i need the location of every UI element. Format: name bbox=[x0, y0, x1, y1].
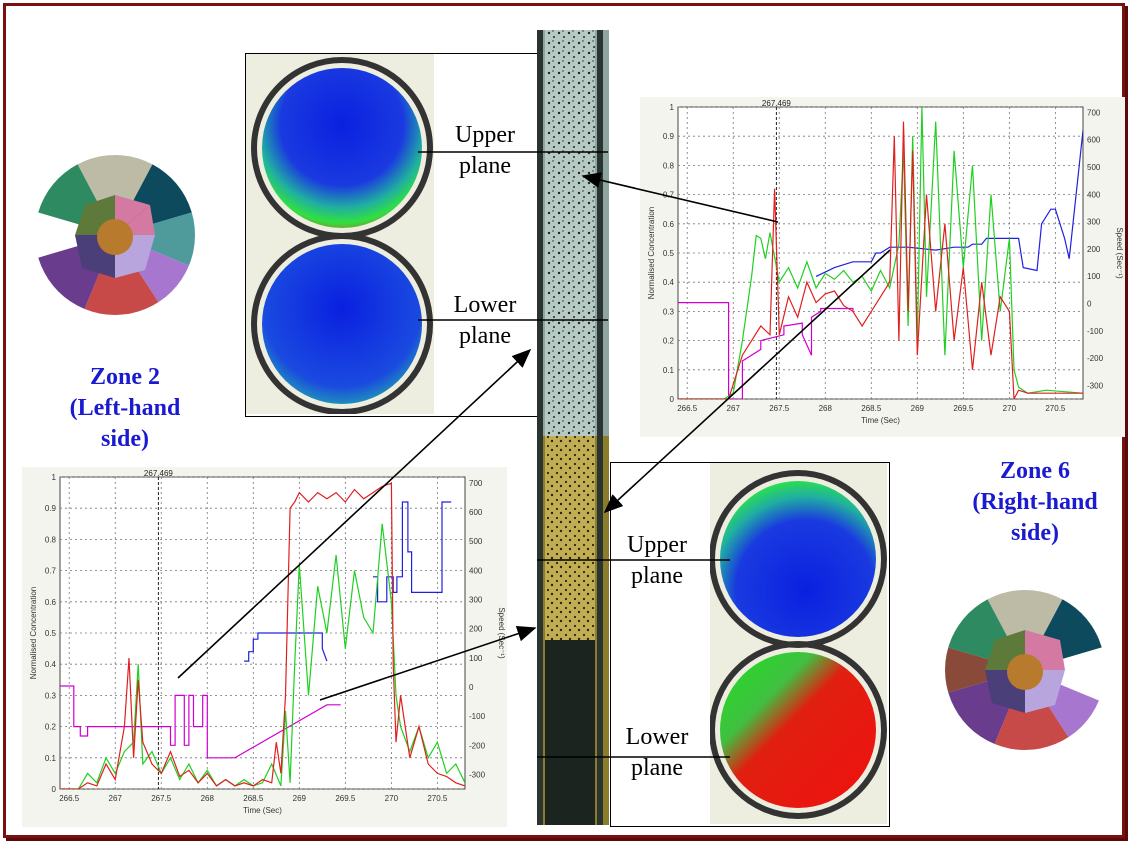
x-tick-label: 267.5 bbox=[151, 794, 172, 803]
y-tick-label: 0.6 bbox=[663, 220, 675, 229]
y2-tick-label: 200 bbox=[1087, 245, 1101, 254]
series-line-4 bbox=[60, 482, 465, 789]
y2-tick-label: 0 bbox=[1087, 299, 1092, 308]
bottom-upper-plane-label: Upper plane bbox=[627, 532, 687, 589]
x-tick-label: 270 bbox=[1003, 404, 1017, 413]
time-marker-label: 267.469 bbox=[144, 469, 173, 478]
x-tick-label: 269 bbox=[293, 794, 307, 803]
x-axis-label: Time (Sec) bbox=[243, 806, 282, 815]
y2-tick-label: -300 bbox=[469, 770, 486, 779]
y2-tick-label: 600 bbox=[469, 508, 483, 517]
y-tick-label: 0.5 bbox=[663, 249, 675, 258]
y-tick-label: 0 bbox=[670, 395, 675, 404]
x-tick-label: 268 bbox=[819, 404, 833, 413]
y-tick-label: 0.9 bbox=[45, 504, 57, 513]
zone-6-label: Zone 6 (Right-hand side) bbox=[972, 458, 1098, 546]
y-tick-label: 0.3 bbox=[45, 691, 57, 700]
y2-tick-label: 700 bbox=[1087, 108, 1101, 117]
y2-tick-label: 600 bbox=[1087, 136, 1101, 145]
y-tick-label: 0.7 bbox=[45, 567, 57, 576]
x-tick-label: 266.5 bbox=[677, 404, 698, 413]
top-tomogram-panel bbox=[246, 54, 434, 415]
y2-tick-label: -200 bbox=[1087, 354, 1104, 363]
y2-tick-label: -100 bbox=[469, 712, 486, 721]
y2-tick-label: 100 bbox=[469, 654, 483, 663]
y-tick-label: 0.1 bbox=[663, 366, 675, 375]
x-axis-label: Time (Sec) bbox=[861, 416, 900, 425]
y2-tick-label: 400 bbox=[469, 566, 483, 575]
x-tick-label: 269.5 bbox=[953, 404, 974, 413]
y2-tick-label: -300 bbox=[1087, 381, 1104, 390]
top-right-time-series-chart: 266.5 267 267.5 268 268.5 269 269.5 270 270.5 0 0.… bbox=[640, 97, 1125, 437]
top-lower-plane-label: Lower plane bbox=[453, 292, 517, 349]
y2-tick-label: 300 bbox=[1087, 218, 1101, 227]
y-tick-label: 0.8 bbox=[45, 535, 57, 544]
series-line-0 bbox=[60, 685, 341, 759]
bottom-lower-plane-label: Lower plane bbox=[625, 724, 689, 781]
top-tomogram-images bbox=[251, 57, 433, 415]
x-tick-label: 267 bbox=[109, 794, 123, 803]
y2-tick-label: 100 bbox=[1087, 272, 1101, 281]
bottom-tomogram-images bbox=[709, 470, 887, 819]
y2-tick-label: 300 bbox=[469, 595, 483, 604]
y2-tick-label: 500 bbox=[1087, 163, 1101, 172]
y-tick-label: 0.8 bbox=[663, 161, 675, 170]
y-tick-label: 0.2 bbox=[663, 337, 675, 346]
zone-2-label: Zone 2 (Left-hand side) bbox=[69, 364, 181, 452]
x-tick-label: 267 bbox=[727, 404, 741, 413]
pipe-flow-photograph bbox=[537, 30, 609, 825]
y2-tick-label: 400 bbox=[1087, 190, 1101, 199]
y-tick-label: 0.3 bbox=[663, 307, 675, 316]
y-tick-label: 0.7 bbox=[663, 191, 675, 200]
y2-tick-label: 500 bbox=[469, 537, 483, 546]
x-tick-label: 268 bbox=[201, 794, 215, 803]
y-axis-label: Normalised Concentration bbox=[29, 587, 38, 680]
y2-tick-label: 200 bbox=[469, 625, 483, 634]
y-tick-label: 0.4 bbox=[45, 660, 57, 669]
y-tick-label: 0.2 bbox=[45, 723, 57, 732]
x-tick-label: 270.5 bbox=[427, 794, 448, 803]
y2-tick-label: 0 bbox=[469, 683, 474, 692]
bottom-left-time-series-chart: 266.5 267 267.5 268 268.5 269 269.5 270 270.5 0 0.… bbox=[22, 467, 507, 827]
y-tick-label: 0.9 bbox=[663, 132, 675, 141]
x-tick-label: 266.5 bbox=[59, 794, 80, 803]
y2-axis-label: Speed (Sec⁻¹) bbox=[497, 607, 506, 659]
y-axis-label: Normalised Concentration bbox=[647, 207, 656, 300]
y-tick-label: 0.6 bbox=[45, 598, 57, 607]
x-tick-label: 268.5 bbox=[861, 404, 882, 413]
y-tick-label: 0 bbox=[52, 785, 57, 794]
y-tick-label: 0.4 bbox=[663, 278, 675, 287]
top-upper-plane-label: Upper plane bbox=[455, 122, 515, 179]
zone-6-sensor-segment-map bbox=[945, 590, 1105, 750]
y-tick-label: 1 bbox=[670, 103, 675, 112]
y-tick-label: 0.1 bbox=[45, 754, 57, 763]
y-tick-label: 0.5 bbox=[45, 629, 57, 638]
x-tick-label: 267.5 bbox=[769, 404, 790, 413]
y2-tick-label: -200 bbox=[469, 741, 486, 750]
x-tick-label: 269 bbox=[911, 404, 925, 413]
zone-2-sensor-segment-map bbox=[35, 155, 195, 315]
x-tick-label: 270 bbox=[385, 794, 399, 803]
time-marker-label: 267.469 bbox=[762, 99, 791, 108]
x-tick-label: 268.5 bbox=[243, 794, 264, 803]
y2-axis-label: Speed (Sec⁻¹) bbox=[1115, 227, 1124, 279]
y-tick-label: 1 bbox=[52, 473, 57, 482]
y2-tick-label: 700 bbox=[469, 479, 483, 488]
x-tick-label: 269.5 bbox=[335, 794, 356, 803]
y2-tick-label: -100 bbox=[1087, 327, 1104, 336]
bottom-tomogram-panel bbox=[709, 463, 887, 824]
x-tick-label: 270.5 bbox=[1045, 404, 1066, 413]
